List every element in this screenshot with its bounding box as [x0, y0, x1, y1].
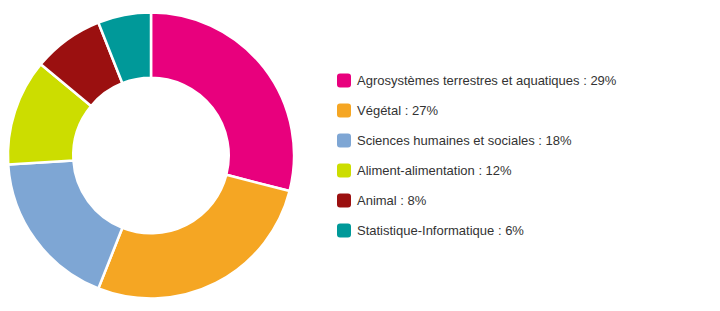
svg-text:Statistique-Informatique : 6%: Statistique-Informatique : 6% [357, 223, 524, 238]
svg-text:Végétal : 27%: Végétal : 27% [357, 103, 438, 118]
svg-text:Aliment-alimentation : 12%: Aliment-alimentation : 12% [357, 163, 512, 178]
svg-text:Sciences humaines et sociales: Sciences humaines et sociales : 18% [357, 133, 572, 148]
svg-text:Agrosystèmes terrestres et aqu: Agrosystèmes terrestres et aquatiques : … [357, 73, 617, 88]
svg-text:Animal : 8%: Animal : 8% [357, 193, 427, 208]
